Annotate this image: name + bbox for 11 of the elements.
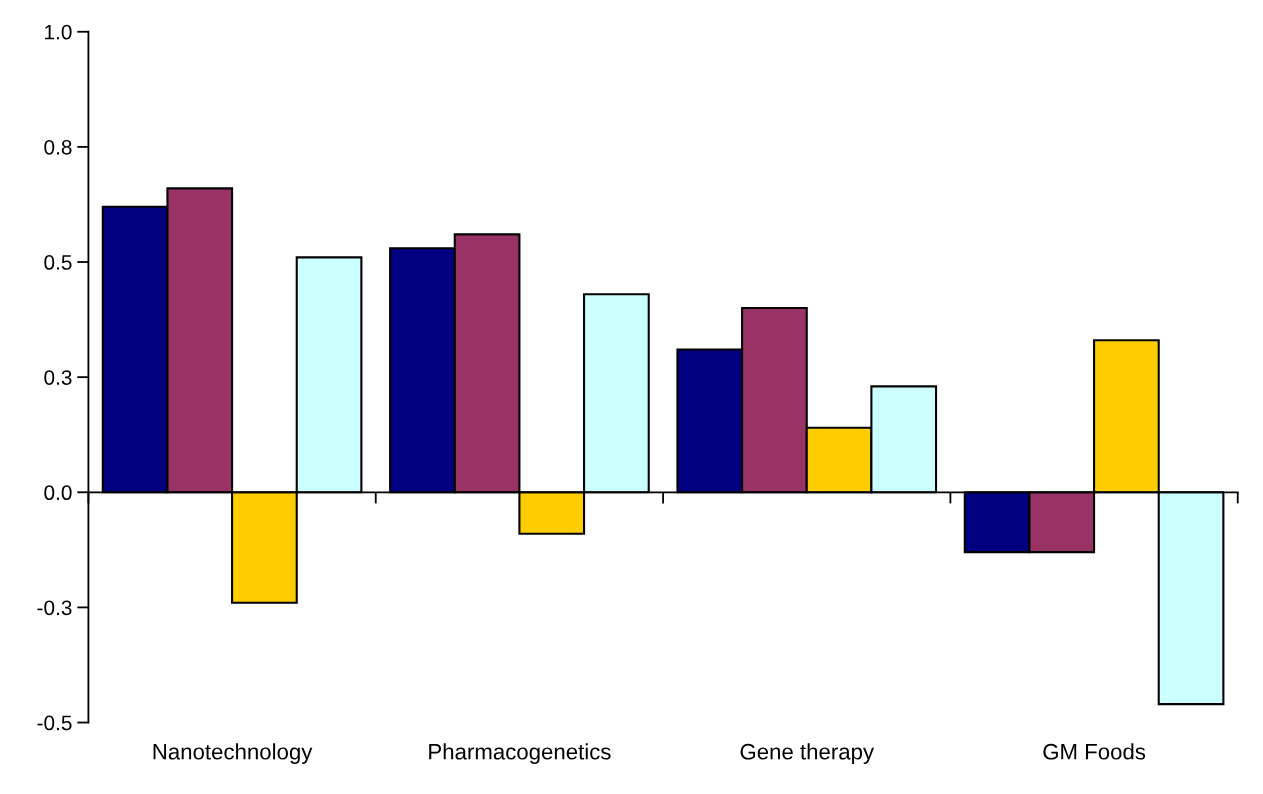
y-tick-label: 0.3 — [44, 370, 72, 385]
y-tick-label: -0.3 — [37, 600, 72, 616]
y-tick-label: 0.0 — [44, 485, 72, 501]
y-tick-label: 1.0 — [45, 24, 72, 40]
y-tick-label: 0.8 — [44, 139, 72, 155]
x-tick-label: Nanotechnology — [153, 743, 313, 764]
y-tick-label: -0.5 — [37, 715, 72, 731]
x-tick-label: GM Foods — [1043, 743, 1146, 760]
x-tick-label: Pharmacogenetics — [429, 743, 611, 764]
y-tick-label: 0.5 — [44, 255, 72, 270]
x-tick-label: Gene therapy — [740, 743, 875, 764]
